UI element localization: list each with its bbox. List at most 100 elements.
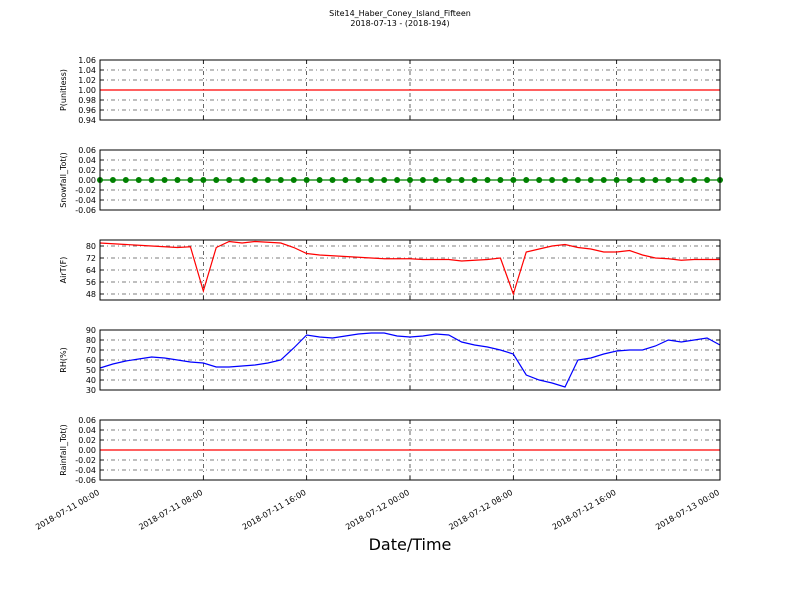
x-tick-label: 2018-07-11 08:00 bbox=[137, 488, 204, 532]
y-tick-label: 60 bbox=[86, 356, 96, 365]
y-tick-label: 64 bbox=[86, 266, 96, 275]
y-tick-label: 1.02 bbox=[78, 76, 96, 85]
data-point bbox=[639, 177, 646, 183]
data-point bbox=[471, 177, 478, 183]
data-point bbox=[484, 177, 491, 183]
y-tick-label: 0.00 bbox=[78, 176, 96, 185]
y-tick-label: 30 bbox=[86, 386, 96, 395]
data-point bbox=[252, 177, 258, 183]
data-point bbox=[161, 177, 168, 183]
data-point bbox=[316, 177, 323, 183]
data-point bbox=[122, 177, 129, 183]
data-point bbox=[394, 177, 401, 183]
y-axis-label: RH(%) bbox=[59, 347, 68, 372]
data-point bbox=[458, 177, 465, 183]
data-point bbox=[381, 177, 388, 183]
y-tick-label: 0.04 bbox=[78, 156, 96, 165]
data-point bbox=[678, 177, 685, 183]
y-tick-label: 0.96 bbox=[78, 106, 96, 115]
data-point bbox=[652, 177, 659, 183]
y-tick-label: 1.04 bbox=[78, 66, 96, 75]
data-point bbox=[368, 177, 375, 183]
chart-subtitle: 2018-07-13 - (2018-194) bbox=[350, 19, 449, 28]
y-tick-label: 0.06 bbox=[78, 416, 96, 425]
data-point bbox=[626, 177, 633, 183]
data-point bbox=[200, 177, 207, 183]
data-line bbox=[99, 332, 721, 388]
data-point bbox=[329, 177, 336, 183]
data-point bbox=[109, 177, 116, 183]
data-point bbox=[574, 177, 581, 183]
y-tick-label: 0.02 bbox=[78, 166, 96, 175]
y-tick-label: 0.98 bbox=[78, 96, 96, 105]
y-tick-label: 0.04 bbox=[78, 426, 96, 435]
data-point bbox=[510, 177, 517, 183]
y-tick-label: 0.02 bbox=[78, 436, 96, 445]
y-tick-label: -0.02 bbox=[75, 186, 96, 195]
data-point bbox=[135, 177, 142, 183]
data-point bbox=[704, 177, 711, 183]
data-point bbox=[419, 177, 426, 183]
data-point bbox=[148, 177, 155, 183]
y-tick-label: 40 bbox=[86, 376, 96, 385]
plot-frame bbox=[99, 149, 721, 211]
y-axis-label: AirT(F) bbox=[59, 257, 68, 284]
y-tick-label: 80 bbox=[86, 242, 96, 251]
y-tick-label: 0.06 bbox=[78, 146, 96, 155]
y-tick-label: 0.94 bbox=[78, 116, 96, 125]
data-point bbox=[613, 177, 620, 183]
plot-frame bbox=[99, 419, 721, 481]
data-point bbox=[432, 177, 439, 183]
y-tick-label: 80 bbox=[86, 336, 96, 345]
y-tick-label: 90 bbox=[86, 326, 96, 335]
data-point bbox=[277, 177, 284, 183]
data-point bbox=[239, 177, 246, 183]
chart-title: Site14_Haber_Coney_Island_Fifteen bbox=[329, 9, 471, 18]
y-tick-label: 1.00 bbox=[78, 86, 96, 95]
x-tick-label: 2018-07-12 16:00 bbox=[551, 488, 618, 532]
data-point bbox=[600, 177, 607, 183]
y-tick-label: 72 bbox=[86, 254, 96, 263]
x-tick-label: 2018-07-12 08:00 bbox=[447, 488, 514, 532]
y-tick-label: -0.06 bbox=[75, 476, 96, 485]
plot-frame bbox=[99, 239, 721, 301]
x-axis-label: Date/Time bbox=[369, 535, 452, 554]
x-tick-label: 2018-07-11 16:00 bbox=[241, 488, 308, 532]
y-tick-label: -0.04 bbox=[75, 196, 96, 205]
data-point bbox=[226, 177, 233, 183]
y-tick-label: 56 bbox=[86, 278, 96, 287]
data-point bbox=[355, 177, 362, 183]
y-tick-label: -0.02 bbox=[75, 456, 96, 465]
data-point bbox=[342, 177, 349, 183]
y-tick-label: 0.00 bbox=[78, 446, 96, 455]
y-axis-label: P(unitless) bbox=[59, 69, 68, 111]
data-point bbox=[536, 177, 543, 183]
data-point bbox=[174, 177, 181, 183]
x-tick-label: 2018-07-13 00:00 bbox=[654, 488, 721, 532]
data-point bbox=[264, 177, 271, 183]
data-point bbox=[303, 177, 310, 183]
data-point bbox=[691, 177, 698, 183]
y-tick-label: 70 bbox=[86, 346, 96, 355]
data-point bbox=[290, 177, 297, 183]
y-axis-label: Rainfall_Tot() bbox=[59, 424, 68, 476]
data-point bbox=[587, 177, 594, 183]
plot-frame bbox=[99, 59, 721, 121]
data-point bbox=[549, 177, 556, 183]
data-point bbox=[523, 177, 530, 183]
data-point bbox=[497, 177, 504, 183]
data-line bbox=[99, 240, 720, 296]
x-tick-label: 2018-07-11 00:00 bbox=[34, 488, 101, 532]
y-tick-label: -0.06 bbox=[75, 206, 96, 215]
data-point bbox=[213, 177, 220, 183]
data-point bbox=[407, 177, 413, 183]
y-tick-label: -0.04 bbox=[75, 466, 96, 475]
data-point bbox=[445, 177, 452, 183]
y-tick-label: 50 bbox=[86, 366, 96, 375]
x-tick-label: 2018-07-12 00:00 bbox=[344, 488, 411, 532]
plot-frame bbox=[99, 329, 721, 391]
data-point bbox=[665, 177, 672, 183]
data-point bbox=[562, 177, 568, 183]
y-tick-label: 1.06 bbox=[78, 56, 96, 65]
